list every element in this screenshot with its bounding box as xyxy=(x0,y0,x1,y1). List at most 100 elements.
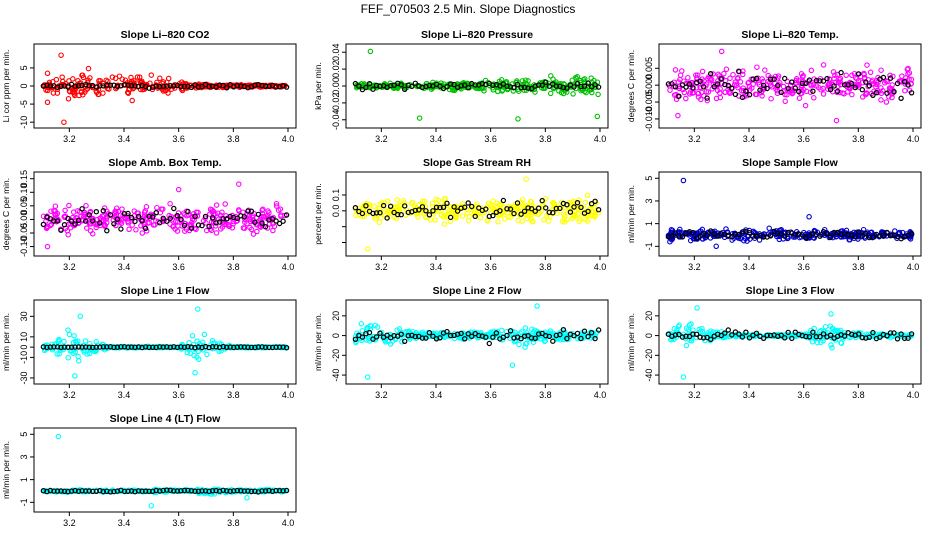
reference-point xyxy=(100,344,107,350)
y-tick-label: 0 xyxy=(644,333,654,338)
reference-point xyxy=(276,488,283,494)
outlier-point xyxy=(77,313,84,320)
reference-point xyxy=(79,206,85,212)
data-point xyxy=(829,345,835,351)
data-point xyxy=(667,87,673,93)
reference-point xyxy=(514,81,521,88)
x-tick-label: 3.4 xyxy=(118,390,131,400)
reference-point xyxy=(65,84,71,90)
y-axis-label: ml/min per min. xyxy=(626,313,636,371)
data-point xyxy=(519,218,525,224)
y-tick-label: 5 xyxy=(19,65,29,70)
reference-point xyxy=(870,329,876,336)
reference-point xyxy=(564,201,570,208)
reference-point xyxy=(262,83,269,89)
reference-point xyxy=(149,214,156,220)
reference-point xyxy=(114,216,121,222)
reference-point xyxy=(114,83,121,90)
data-point xyxy=(40,213,47,220)
data-point xyxy=(100,90,106,96)
data-point xyxy=(146,219,153,226)
reference-point xyxy=(178,216,184,222)
data-point xyxy=(67,89,73,95)
reference-point xyxy=(831,229,837,236)
reference-point xyxy=(238,344,244,350)
data-point xyxy=(71,333,77,339)
reference-point xyxy=(58,488,64,494)
y-tick-label: 0.005 xyxy=(644,57,654,80)
reference-point xyxy=(704,95,710,101)
reference-point xyxy=(679,233,686,240)
reference-point xyxy=(472,82,478,88)
reference-point xyxy=(817,233,823,239)
reference-point xyxy=(100,488,107,495)
panel-title: Slope Line 1 Flow xyxy=(121,285,211,297)
reference-point xyxy=(476,332,482,339)
reference-point xyxy=(47,83,54,89)
outlier-point xyxy=(680,374,687,380)
reference-point xyxy=(125,344,131,350)
reference-point xyxy=(213,487,219,494)
reference-point xyxy=(810,329,816,335)
reference-point xyxy=(97,220,103,226)
data-point xyxy=(811,95,817,101)
reference-point xyxy=(167,82,173,89)
y-tick-label: 0.0 xyxy=(331,205,341,218)
reference-point xyxy=(97,344,103,350)
reference-point xyxy=(223,488,230,494)
reference-point xyxy=(796,88,802,95)
reference-point xyxy=(462,204,468,210)
data-point xyxy=(743,332,750,338)
data-point xyxy=(565,209,571,215)
reference-point xyxy=(283,84,290,90)
data-point xyxy=(889,94,895,101)
reference-point xyxy=(789,335,795,342)
reference-point xyxy=(908,230,915,237)
outlier-point xyxy=(148,72,155,78)
reference-point xyxy=(398,211,404,218)
reference-point xyxy=(89,218,96,224)
reference-point xyxy=(775,230,781,237)
reference-point xyxy=(887,330,894,336)
data-point xyxy=(522,341,529,347)
data-point xyxy=(822,324,829,330)
reference-point xyxy=(799,232,806,238)
outlier-point xyxy=(55,433,62,440)
data-point xyxy=(528,202,535,208)
data-point xyxy=(861,70,867,77)
reference-point xyxy=(894,336,901,342)
data-point xyxy=(570,91,576,97)
reference-point xyxy=(377,330,383,336)
x-tick-label: 3.8 xyxy=(227,390,240,400)
reference-point xyxy=(206,83,212,90)
outlier-point xyxy=(85,65,92,72)
data-point xyxy=(174,219,181,225)
data-point xyxy=(249,213,256,219)
reference-point xyxy=(352,80,359,87)
reference-point xyxy=(192,488,198,494)
y-axis-label: ml/min per min. xyxy=(1,313,11,371)
data-point xyxy=(818,339,824,346)
data-point xyxy=(380,209,386,215)
outlier-point xyxy=(58,52,64,58)
reference-point xyxy=(767,233,774,239)
reference-point xyxy=(135,213,142,220)
data-point xyxy=(222,201,228,207)
reference-point xyxy=(195,488,202,494)
reference-point xyxy=(708,228,714,234)
reference-point xyxy=(564,335,570,342)
reference-point xyxy=(153,209,159,216)
reference-point xyxy=(149,344,156,350)
reference-point xyxy=(722,330,728,336)
x-tick-label: 3.2 xyxy=(688,134,701,144)
reference-point xyxy=(708,336,714,343)
reference-point xyxy=(51,488,57,494)
outlier-point xyxy=(680,177,687,184)
reference-point xyxy=(686,81,693,87)
outlier-point xyxy=(548,73,554,79)
data-point xyxy=(541,217,547,223)
reference-point xyxy=(426,82,433,89)
data-point xyxy=(883,99,890,105)
x-tick-label: 3.6 xyxy=(797,390,810,400)
data-point xyxy=(401,200,408,206)
